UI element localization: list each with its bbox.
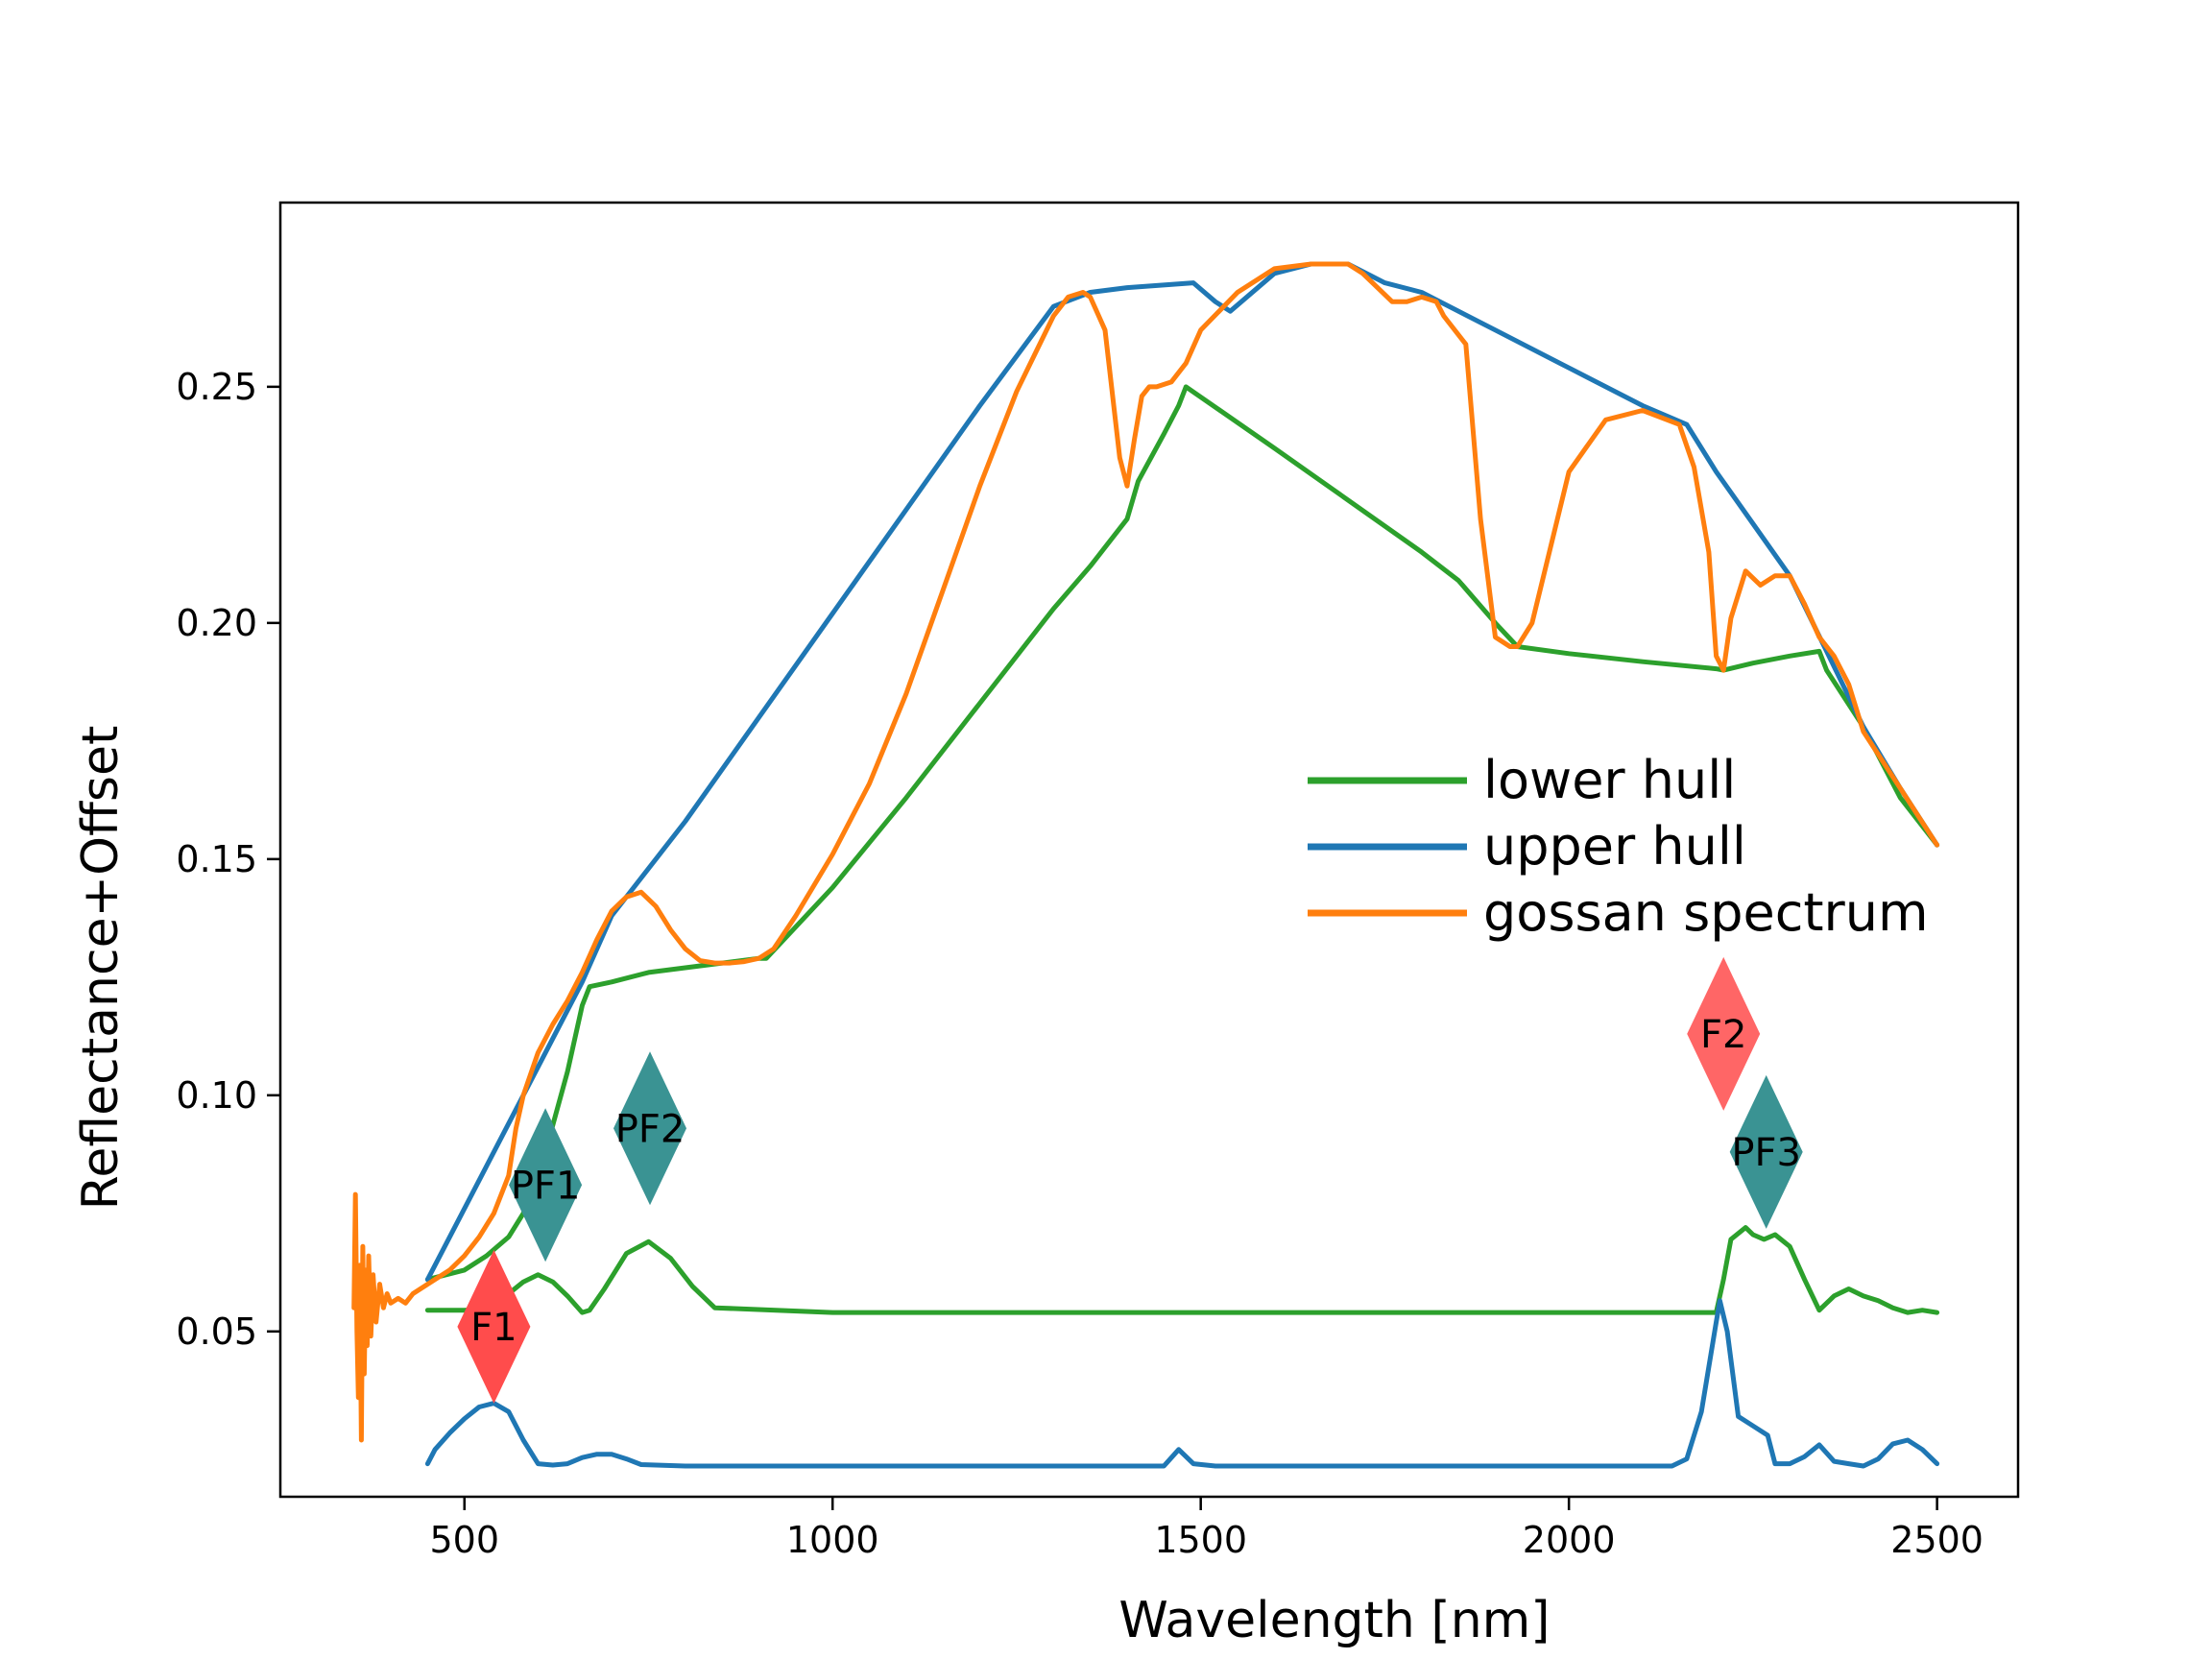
x-tick-label: 2000 [1523, 1519, 1616, 1561]
marker-layer: F1 F2 PF1 PF2 PF3 [457, 956, 1803, 1404]
marker-F1 [457, 1249, 531, 1404]
x-tick-label: 500 [429, 1519, 499, 1561]
y-tick-label: 0.15 [176, 838, 257, 880]
marker-label-PF2: PF2 [615, 1107, 685, 1151]
x-axis-title: Wavelength [nm] [1118, 1592, 1550, 1649]
y-axis-title: Reflectance+Offset [72, 726, 130, 1211]
legend-label-upper-hull: upper hull [1483, 816, 1746, 877]
marker-label-PF3: PF3 [1731, 1131, 1801, 1175]
marker-label-F2: F2 [1700, 1013, 1746, 1057]
y-axis-ticks: 0.05 0.10 0.15 0.20 0.25 [176, 366, 280, 1353]
y-tick-label: 0.10 [176, 1074, 257, 1117]
marker-PF1 [509, 1108, 583, 1262]
y-tick-label: 0.05 [176, 1310, 257, 1353]
x-axis-ticks: 500 1000 1500 2000 2500 [429, 1497, 1984, 1561]
series-layer [351, 261, 1940, 1469]
plot-frame [278, 201, 2020, 1499]
legend-label-lower-hull: lower hull [1483, 750, 1736, 810]
x-tick-label: 1500 [1154, 1519, 1247, 1561]
x-tick-label: 1000 [786, 1519, 879, 1561]
series-line-unnamed-3 [424, 1225, 1940, 1315]
series-line-lower-hull [424, 384, 1940, 1283]
y-tick-label: 0.20 [176, 602, 257, 644]
x-tick-label: 2500 [1890, 1519, 1984, 1561]
series-line-gossan-spectrum [351, 261, 1940, 1443]
y-tick-label: 0.25 [176, 366, 257, 408]
marker-PF3 [1729, 1074, 1803, 1229]
marker-label-F1: F1 [470, 1306, 517, 1350]
series-line-unnamed-4 [424, 1298, 1940, 1469]
marker-PF2 [613, 1051, 687, 1206]
marker-F2 [1687, 956, 1761, 1111]
marker-label-PF1: PF1 [511, 1164, 581, 1208]
legend-label-gossan-spectrum: gossan spectrum [1483, 882, 1929, 943]
